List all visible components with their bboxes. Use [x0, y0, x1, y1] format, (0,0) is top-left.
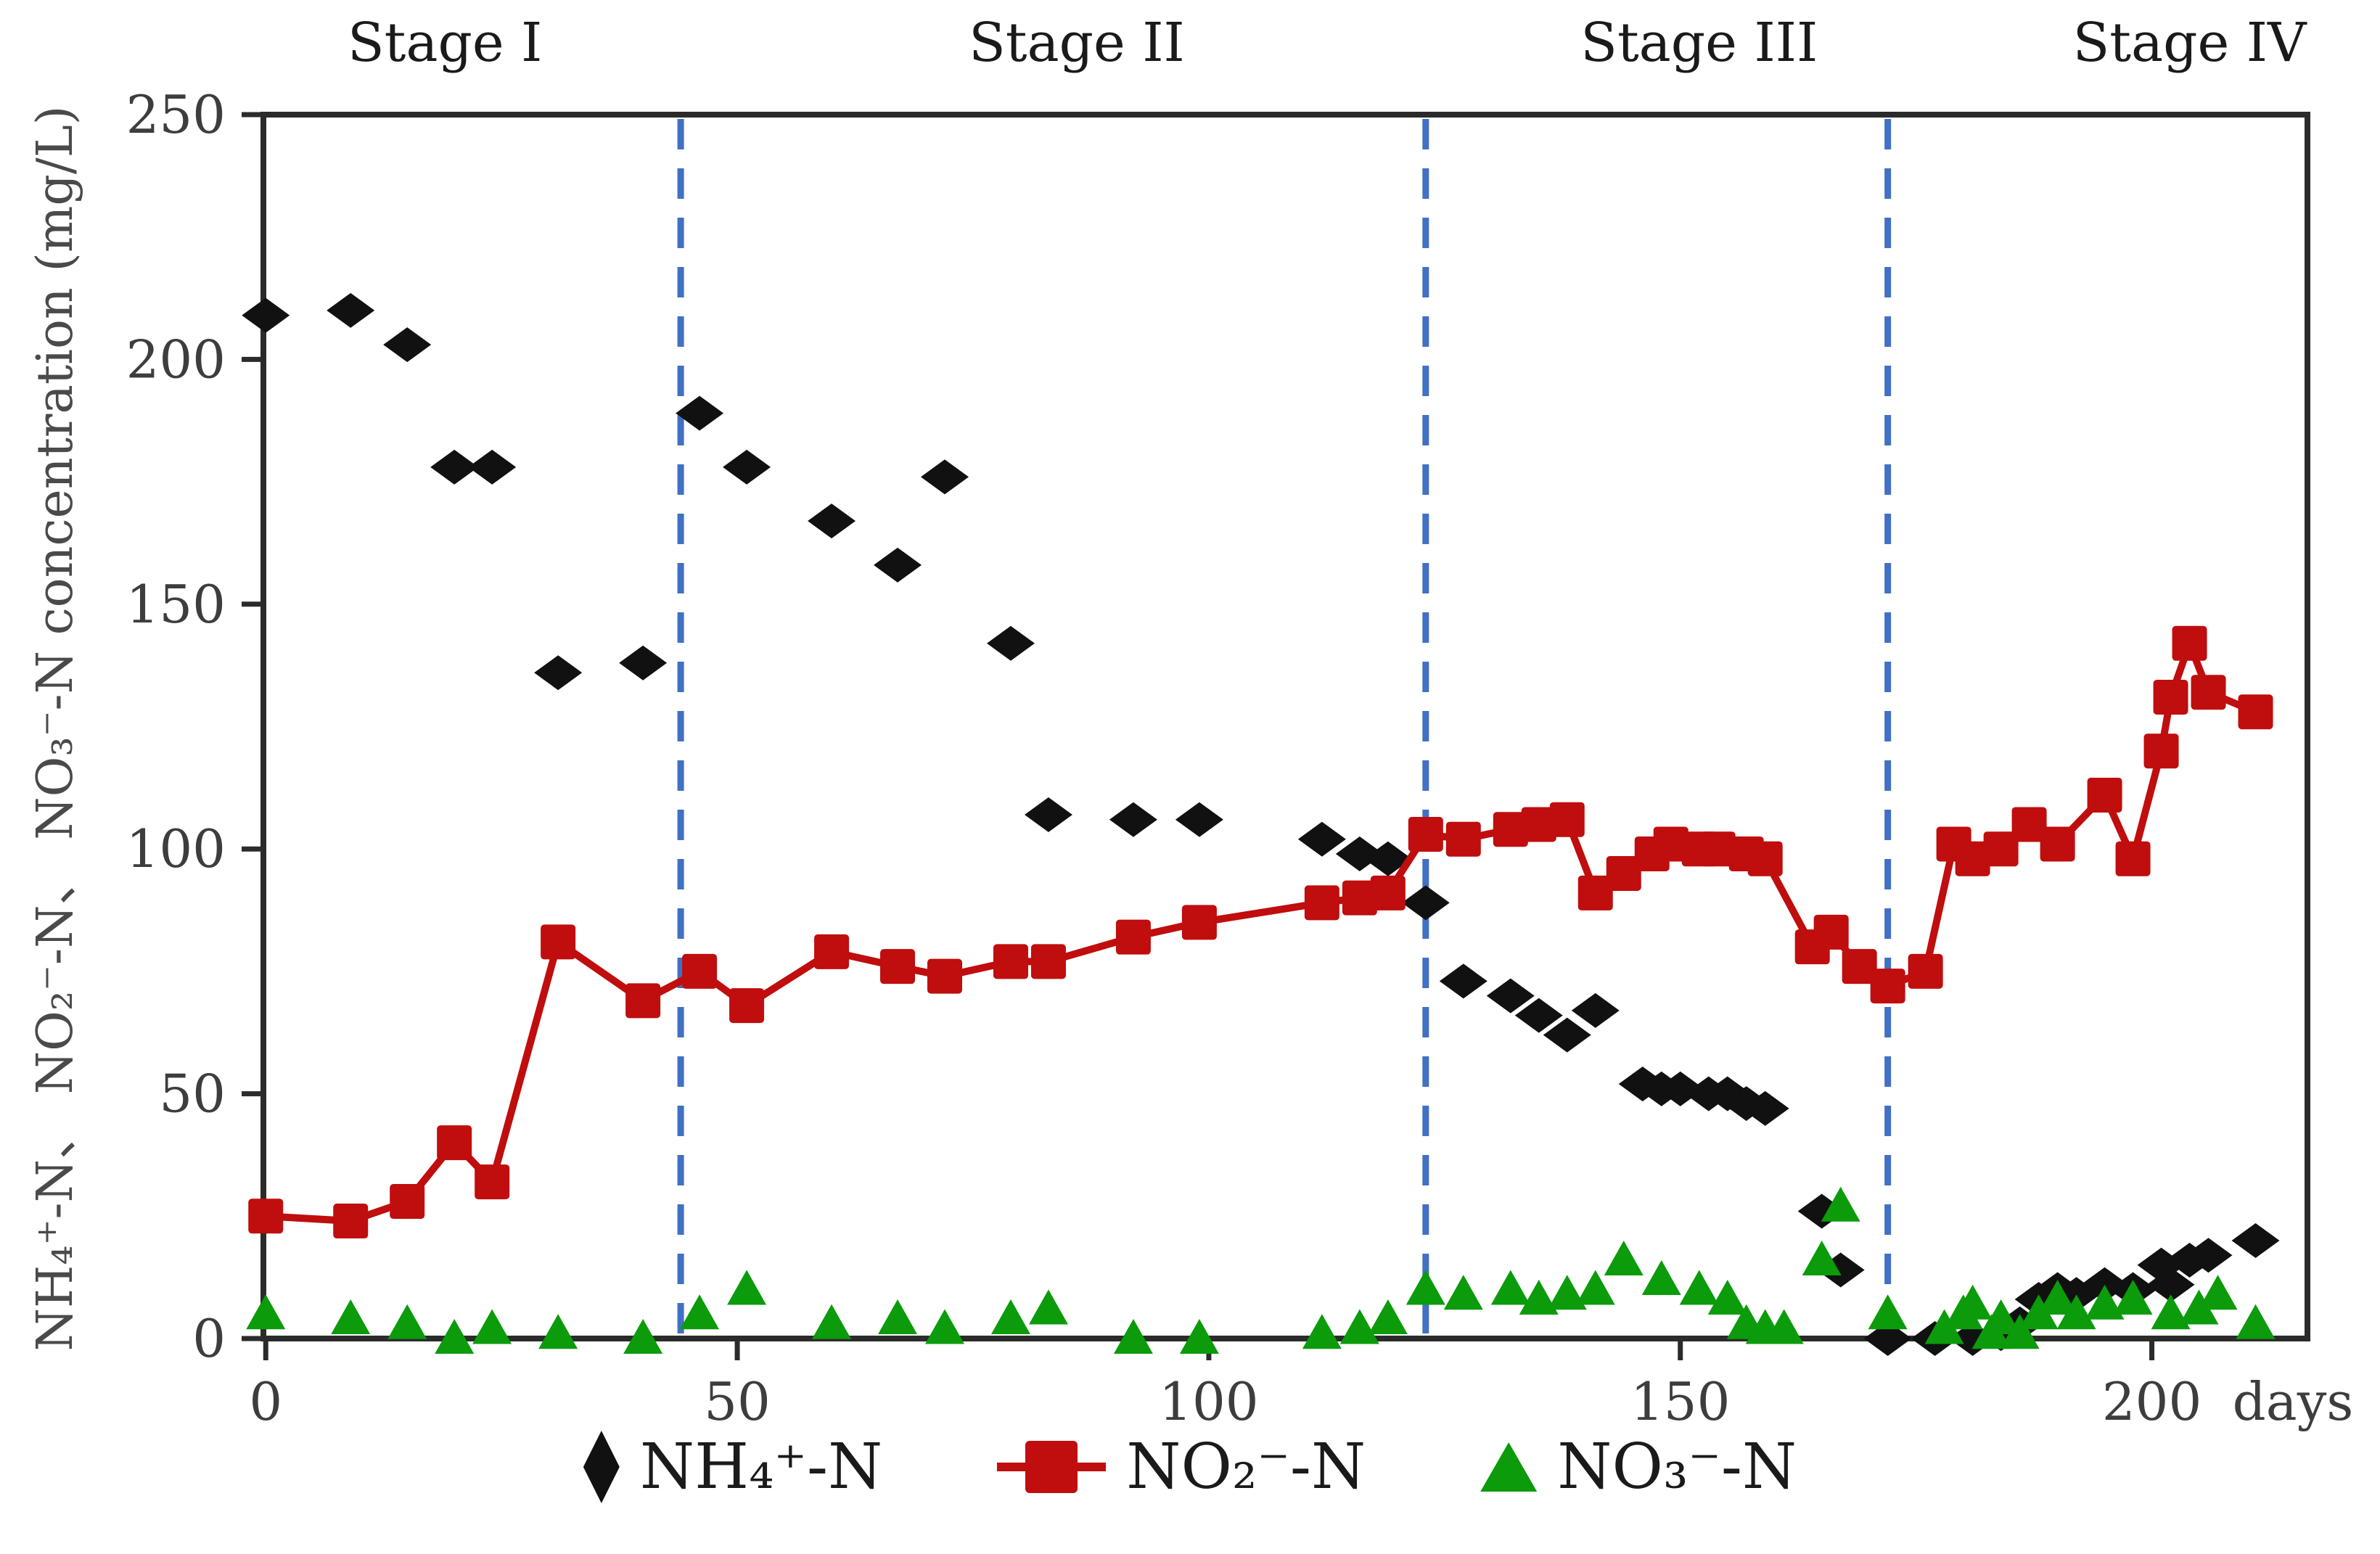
svg-text:200: 200 — [2102, 1371, 2202, 1432]
series-diamond — [242, 292, 2280, 1356]
legend: NH₄⁺-N NO₂⁻-N NO₃⁻-N — [0, 1431, 2380, 1503]
svg-text:50: 50 — [704, 1371, 771, 1432]
legend-item-nh4: NH₄⁺-N — [583, 1431, 882, 1503]
svg-text:150: 150 — [1630, 1371, 1730, 1432]
series-triangle — [246, 1186, 2276, 1354]
svg-text:150: 150 — [126, 574, 226, 635]
svg-text:100: 100 — [126, 818, 226, 879]
diamond-marker-icon — [583, 1431, 620, 1503]
legend-label-no2: NO₂⁻-N — [1126, 1431, 1366, 1503]
svg-text:100: 100 — [1159, 1371, 1258, 1432]
square-marker-icon — [997, 1436, 1107, 1498]
legend-item-no3: NO₃⁻-N — [1480, 1431, 1797, 1503]
stage-label-3: Stage III — [1580, 12, 1818, 74]
stage-label-1: Stage I — [347, 12, 543, 74]
svg-text:0: 0 — [192, 1308, 226, 1369]
svg-text:200: 200 — [126, 329, 226, 390]
triangle-marker-icon — [1480, 1442, 1538, 1492]
svg-text:days: days — [2233, 1371, 2354, 1432]
stage-label-4: Stage IV — [2072, 12, 2307, 74]
svg-text:0: 0 — [249, 1371, 282, 1432]
stage-label-2: Stage II — [969, 12, 1185, 74]
legend-label-no3: NO₃⁻-N — [1557, 1431, 1797, 1503]
y-axis-title: NH₄⁺-N、 NO₂⁻-N、 NO₃⁻-N concentration (mg… — [27, 105, 84, 1352]
legend-label-nh4: NH₄⁺-N — [639, 1431, 883, 1503]
svg-text:250: 250 — [126, 84, 226, 145]
series-square — [248, 625, 2273, 1239]
svg-text:50: 50 — [159, 1064, 226, 1125]
legend-item-no2: NO₂⁻-N — [997, 1431, 1366, 1503]
